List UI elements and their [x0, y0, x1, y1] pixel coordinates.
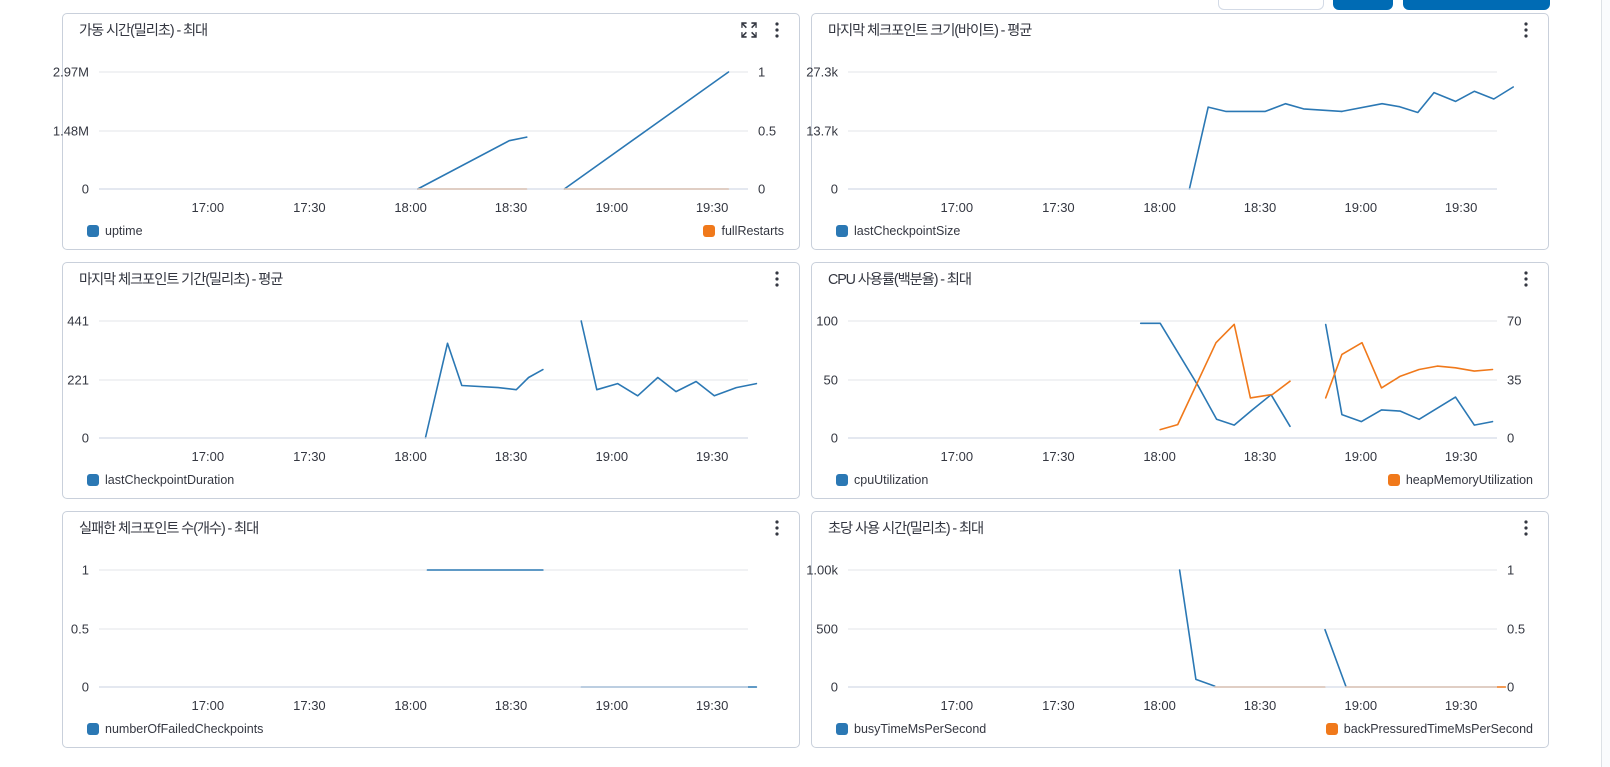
svg-text:17:00: 17:00: [941, 200, 974, 215]
svg-text:0.5: 0.5: [71, 622, 89, 637]
svg-text:1: 1: [758, 65, 765, 80]
svg-text:0: 0: [831, 431, 838, 446]
svg-text:19:30: 19:30: [696, 698, 729, 713]
svg-text:1.48M: 1.48M: [53, 124, 89, 139]
svg-text:18:30: 18:30: [1244, 200, 1277, 215]
svg-text:18:00: 18:00: [1143, 449, 1176, 464]
svg-text:18:30: 18:30: [495, 698, 528, 713]
svg-text:17:00: 17:00: [192, 698, 225, 713]
svg-text:18:00: 18:00: [1143, 200, 1176, 215]
svg-text:19:00: 19:00: [1345, 200, 1378, 215]
svg-text:1.00k: 1.00k: [806, 563, 838, 578]
svg-text:17:30: 17:30: [1042, 449, 1075, 464]
svg-text:0: 0: [82, 182, 89, 197]
svg-text:19:00: 19:00: [596, 449, 629, 464]
svg-text:19:00: 19:00: [1345, 449, 1378, 464]
svg-text:0: 0: [831, 182, 838, 197]
svg-text:0: 0: [758, 182, 765, 197]
svg-text:0.5: 0.5: [758, 124, 776, 139]
svg-text:17:30: 17:30: [293, 449, 326, 464]
svg-text:0: 0: [82, 431, 89, 446]
svg-text:0.5: 0.5: [1507, 622, 1525, 637]
svg-text:18:30: 18:30: [1244, 449, 1277, 464]
svg-text:19:30: 19:30: [696, 200, 729, 215]
svg-text:18:00: 18:00: [1143, 698, 1176, 713]
svg-text:0: 0: [82, 680, 89, 695]
svg-text:19:30: 19:30: [696, 449, 729, 464]
svg-text:17:00: 17:00: [192, 200, 225, 215]
svg-text:441: 441: [67, 314, 89, 329]
svg-text:1: 1: [82, 563, 89, 578]
svg-text:18:30: 18:30: [1244, 698, 1277, 713]
svg-text:17:30: 17:30: [1042, 698, 1075, 713]
svg-text:0: 0: [1507, 680, 1514, 695]
svg-text:500: 500: [816, 622, 838, 637]
svg-text:27.3k: 27.3k: [806, 65, 838, 80]
svg-text:17:00: 17:00: [941, 449, 974, 464]
svg-text:70: 70: [1507, 314, 1521, 329]
svg-text:50: 50: [824, 373, 838, 388]
svg-text:17:00: 17:00: [192, 449, 225, 464]
svg-text:2.97M: 2.97M: [53, 65, 89, 80]
svg-text:17:30: 17:30: [1042, 200, 1075, 215]
svg-text:13.7k: 13.7k: [806, 124, 838, 139]
svg-text:0: 0: [831, 680, 838, 695]
svg-text:18:00: 18:00: [394, 449, 427, 464]
svg-text:19:00: 19:00: [596, 698, 629, 713]
svg-text:19:00: 19:00: [596, 200, 629, 215]
svg-text:100: 100: [816, 314, 838, 329]
svg-text:35: 35: [1507, 373, 1521, 388]
svg-text:0: 0: [1507, 431, 1514, 446]
svg-text:19:30: 19:30: [1445, 698, 1478, 713]
svg-text:17:30: 17:30: [293, 200, 326, 215]
svg-text:18:30: 18:30: [495, 200, 528, 215]
svg-text:19:00: 19:00: [1345, 698, 1378, 713]
svg-text:221: 221: [67, 373, 89, 388]
svg-text:18:30: 18:30: [495, 449, 528, 464]
svg-text:19:30: 19:30: [1445, 200, 1478, 215]
svg-text:17:00: 17:00: [941, 698, 974, 713]
svg-text:17:30: 17:30: [293, 698, 326, 713]
svg-text:1: 1: [1507, 563, 1514, 578]
svg-text:18:00: 18:00: [394, 698, 427, 713]
svg-text:18:00: 18:00: [394, 200, 427, 215]
svg-text:19:30: 19:30: [1445, 449, 1478, 464]
